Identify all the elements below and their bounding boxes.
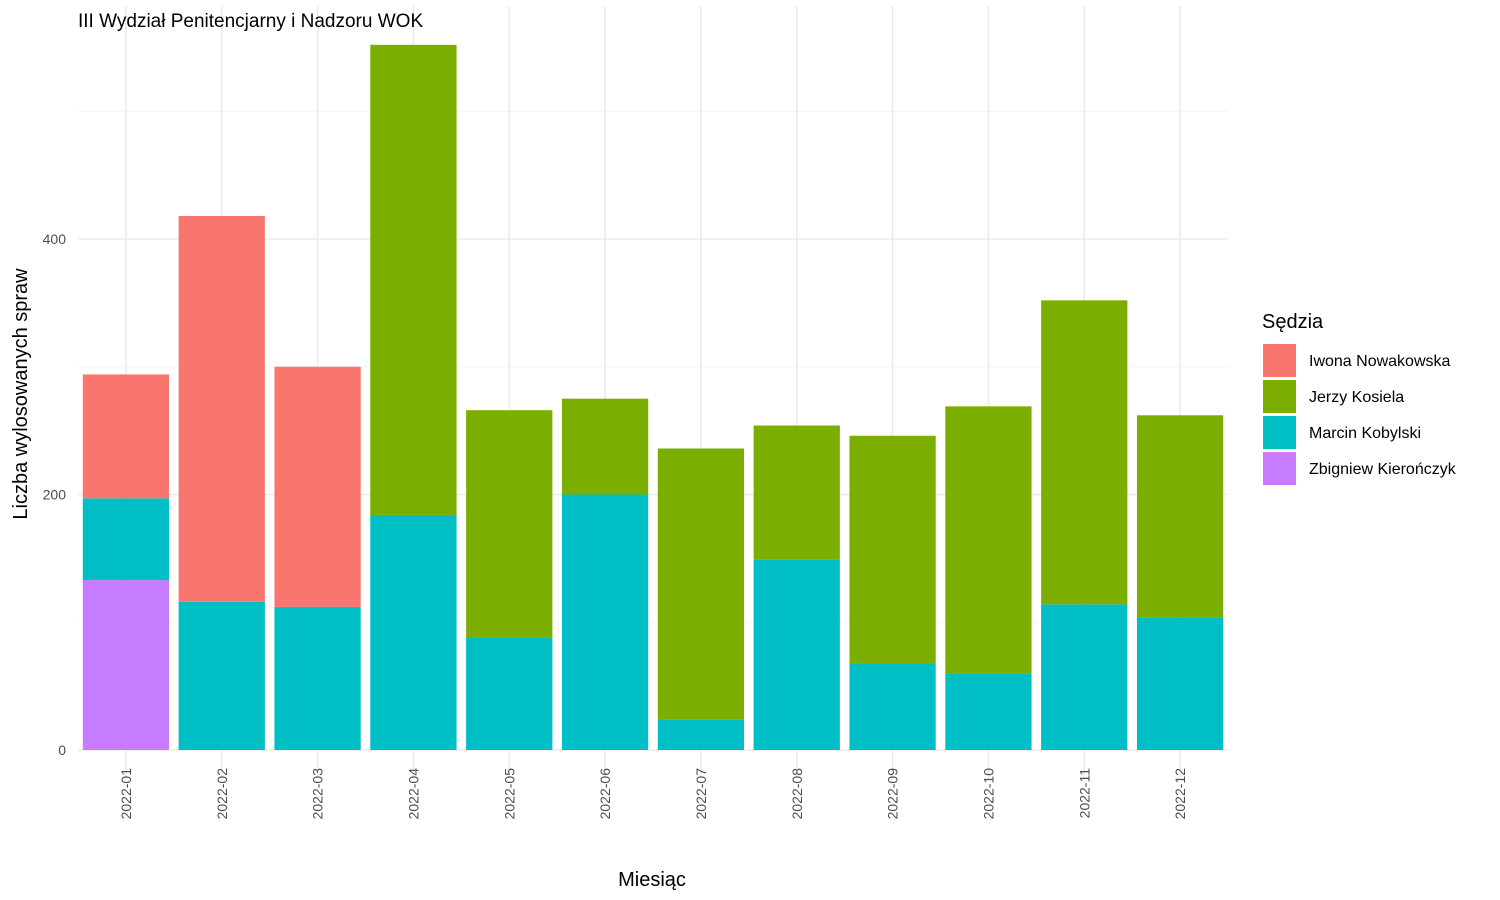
- bar-segment: [274, 366, 361, 607]
- bar-segment: [82, 498, 170, 581]
- bar-segment: [1136, 415, 1224, 618]
- y-axis-title: Liczba wylosowanych spraw: [10, 268, 32, 520]
- x-tick-label: 2022-06: [597, 768, 613, 820]
- legend-key: [1263, 380, 1296, 413]
- bar-segment: [370, 514, 457, 750]
- bar-segment: [370, 44, 457, 515]
- legend-label: Zbigniew Kierończyk: [1309, 461, 1457, 478]
- bar-segment: [561, 398, 649, 495]
- x-tick-label: 2022-02: [214, 768, 230, 820]
- legend-key: [1263, 416, 1296, 449]
- y-tick-label: 200: [43, 487, 67, 503]
- x-tick-label: 2022-05: [501, 768, 517, 820]
- bar-segment: [945, 673, 1032, 750]
- x-tick-label: 2022-01: [118, 768, 134, 820]
- x-axis: 2022-01 2022-02 2022-03 2022-04 2022-05 2022-…: [118, 768, 1188, 820]
- bar-segment: [1041, 604, 1128, 750]
- y-tick-label: 400: [43, 231, 67, 247]
- bar-segment: [178, 601, 265, 750]
- y-tick-label: 0: [58, 742, 66, 758]
- x-tick-label: 2022-08: [789, 768, 805, 820]
- legend: Sędzia Iwona Nowakowska Jerzy Kosiela Marc…: [1262, 311, 1457, 485]
- x-tick-label: 2022-07: [693, 768, 709, 820]
- bar-segment: [657, 448, 745, 720]
- bar-segment: [178, 216, 265, 602]
- bar-segment: [82, 374, 170, 499]
- chart-title: III Wydział Penitencjarny i Nadzoru WOK: [78, 11, 423, 32]
- bar-segment: [849, 435, 936, 664]
- y-axis: 0 200 400: [43, 231, 67, 758]
- x-tick-label: 2022-12: [1172, 768, 1188, 820]
- bar-segment: [753, 559, 840, 750]
- bar-segment: [849, 663, 936, 750]
- bar-segment: [1041, 300, 1128, 605]
- x-axis-title: Miesiąc: [618, 869, 686, 891]
- bars: [82, 44, 1224, 750]
- legend-title: Sędzia: [1262, 311, 1324, 333]
- bar-segment: [753, 425, 840, 560]
- x-tick-label: 2022-11: [1076, 768, 1092, 819]
- bar-segment: [466, 637, 553, 750]
- legend-label: Iwona Nowakowska: [1309, 353, 1451, 370]
- legend-label: Marcin Kobylski: [1309, 425, 1421, 442]
- x-tick-label: 2022-10: [980, 768, 996, 820]
- bar-segment: [657, 719, 745, 750]
- legend-key: [1263, 344, 1296, 377]
- bar-segment: [945, 406, 1032, 674]
- bar-segment: [274, 606, 361, 750]
- legend-label: Jerzy Kosiela: [1309, 389, 1404, 406]
- x-tick-label: 2022-03: [310, 768, 326, 820]
- bar-segment: [82, 580, 170, 750]
- bar-segment: [561, 494, 649, 750]
- bar-segment: [1136, 617, 1224, 750]
- legend-key: [1263, 452, 1296, 485]
- x-tick-label: 2022-09: [885, 768, 901, 820]
- x-tick-label: 2022-04: [405, 768, 421, 820]
- bar-segment: [466, 410, 553, 638]
